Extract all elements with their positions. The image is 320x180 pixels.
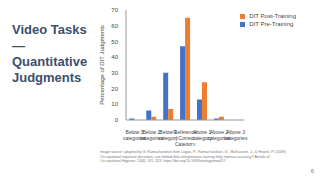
html-text:category: category bbox=[158, 135, 178, 141]
html-text:categories: categories bbox=[207, 135, 231, 141]
svg-text:70: 70 bbox=[111, 7, 118, 13]
html-text:6: 6 bbox=[310, 168, 314, 174]
svg-text:60: 60 bbox=[111, 23, 118, 29]
html-text:Video Tasks—Quantitative Judgm: Video Tasks—Quantitative Judgments bbox=[12, 22, 88, 85]
html-text:Image source: adapted by G. Ra: Image source: adapted by G. Ramachandran… bbox=[100, 150, 287, 163]
html-text:Below 2: Below 2 bbox=[142, 129, 161, 135]
html-text:Above 1: Above 1 bbox=[192, 129, 212, 135]
svg-text:10: 10 bbox=[111, 101, 118, 107]
svg-text:30: 30 bbox=[111, 70, 118, 76]
html-text:Below 1: Below 1 bbox=[159, 129, 178, 135]
html-text:/ Correct: / Correct bbox=[175, 135, 195, 141]
svg-text:Above 3categories: Above 3categories bbox=[224, 129, 248, 141]
html-text:categories: categories bbox=[122, 135, 146, 141]
html-text:Below 3: Below 3 bbox=[125, 129, 144, 135]
svg-text:20: 20 bbox=[111, 86, 118, 92]
svg-text:0: 0 bbox=[115, 117, 119, 123]
svg-text:50: 50 bbox=[111, 39, 118, 45]
html-text:Above 2: Above 2 bbox=[209, 129, 229, 135]
svg-text:40: 40 bbox=[111, 54, 118, 60]
html-text:DIT Post-Training: DIT Post-Training bbox=[249, 13, 296, 19]
html-text:DIT Pre-Training: DIT Pre-Training bbox=[249, 21, 294, 27]
svg-text:Percentage of DIT Judgments: Percentage of DIT Judgments bbox=[99, 25, 105, 105]
html-text:categories: categories bbox=[139, 135, 163, 141]
html-text:Category: Category bbox=[175, 141, 196, 147]
html-text:category: category bbox=[192, 135, 212, 141]
